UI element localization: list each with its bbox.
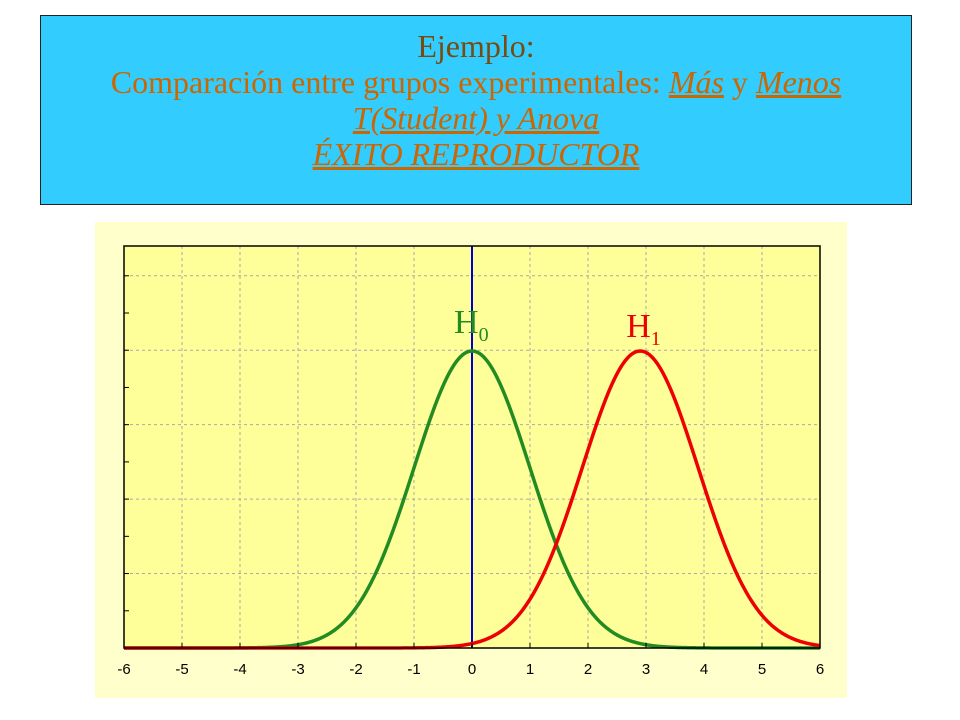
x-tick-label: 3 — [642, 661, 650, 678]
h1-label-main: H — [626, 308, 651, 345]
x-tick-label: -2 — [349, 661, 362, 678]
title-line-exito[interactable]: ÉXITO REPRODUCTOR — [312, 136, 640, 172]
h1-label: H1 — [626, 308, 661, 350]
h1-label-subscript: 1 — [651, 328, 661, 350]
x-tick-label: -1 — [407, 661, 420, 678]
comparacion-text: Comparación entre grupos experimentales: — [110, 64, 669, 100]
title-line-tstudent[interactable]: T(Student) y Anova — [352, 100, 600, 136]
x-tick-label: 2 — [584, 661, 592, 678]
title-line-ejemplo: Ejemplo: — [417, 28, 535, 64]
mas-link[interactable]: Más — [668, 64, 724, 100]
y-axis-ticks — [124, 275, 129, 649]
x-tick-label: 0 — [468, 661, 476, 678]
x-tick-label: -5 — [175, 661, 188, 678]
x-tick-label: -4 — [233, 661, 246, 678]
x-tick-label: 5 — [758, 661, 766, 678]
h0-label-main: H — [454, 304, 479, 341]
y-connector: y — [723, 64, 756, 100]
x-tick-label: -3 — [291, 661, 304, 678]
title-box: Ejemplo: Comparación entre grupos experi… — [40, 15, 912, 205]
x-tick-label: 6 — [816, 661, 824, 678]
x-tick-label: 4 — [700, 661, 708, 678]
x-tick-label: -6 — [117, 661, 130, 678]
h0-label-subscript: 0 — [479, 324, 489, 346]
title-line-comparacion: Comparación entre grupos experimentales:… — [41, 64, 911, 100]
menos-link[interactable]: Menos — [755, 64, 842, 100]
h0-label: H0 — [454, 304, 489, 346]
x-tick-label: 1 — [526, 661, 534, 678]
x-tick-labels: -6 -5 -4 -3 -2 -1 0 1 2 3 4 5 6 — [117, 643, 824, 678]
